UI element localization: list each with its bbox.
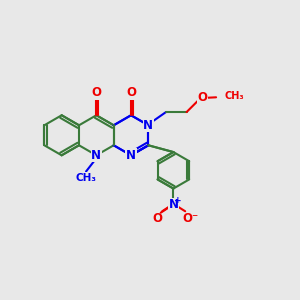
Text: O⁻: O⁻	[183, 212, 199, 224]
Text: N: N	[143, 119, 153, 132]
Text: N: N	[126, 149, 136, 162]
Text: CH₃: CH₃	[76, 173, 97, 183]
Text: O: O	[198, 92, 208, 104]
Text: O: O	[91, 86, 101, 99]
Text: CH₃: CH₃	[224, 91, 244, 101]
Text: N: N	[91, 149, 101, 162]
Text: O: O	[126, 86, 136, 99]
Text: O: O	[152, 212, 162, 224]
Text: +: +	[174, 196, 182, 205]
Text: N: N	[168, 198, 178, 211]
